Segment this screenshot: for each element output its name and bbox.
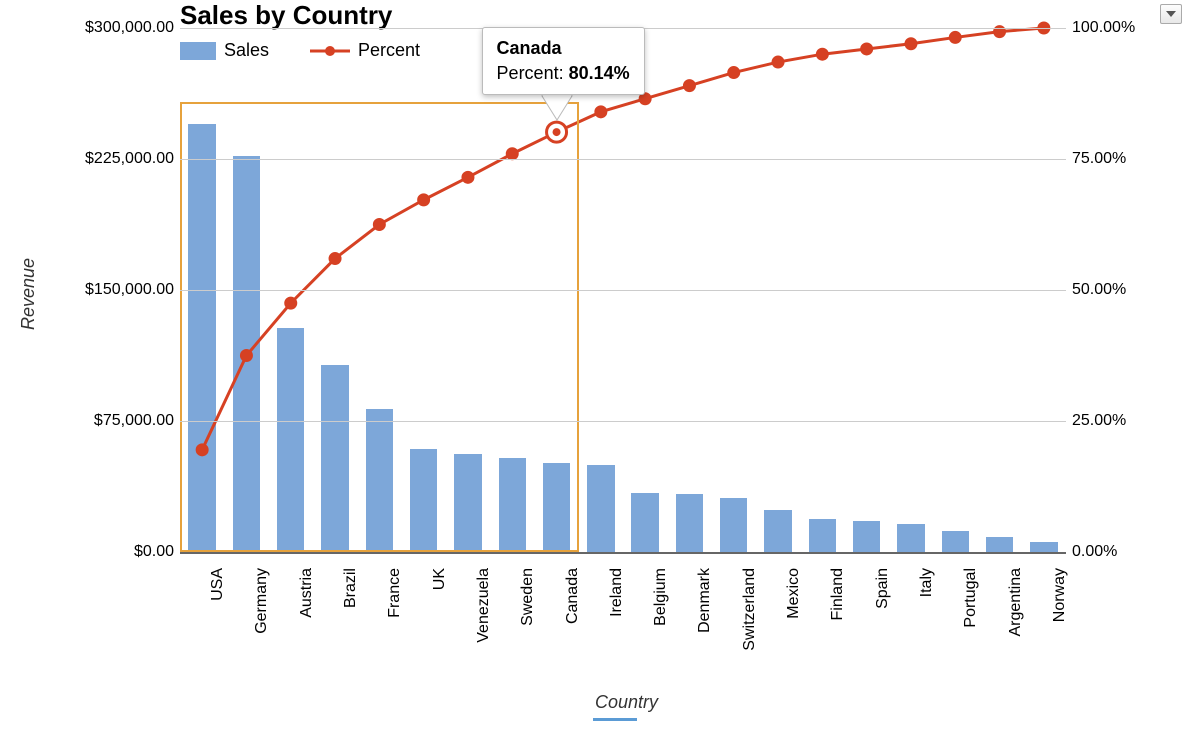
x-tick-label: Mexico	[785, 560, 803, 619]
x-tick-label: Switzerland	[741, 560, 759, 651]
line-marker[interactable]	[595, 106, 607, 118]
x-tick-label: Argentina	[1007, 560, 1025, 637]
x-tick-label: Germany	[253, 560, 271, 634]
line-marker[interactable]	[772, 56, 784, 68]
line-marker[interactable]	[373, 219, 385, 231]
x-tick-label: Austria	[298, 560, 316, 618]
x-tick-label: Brazil	[342, 560, 360, 608]
x-tick-label: UK	[431, 560, 449, 590]
line-marker[interactable]	[240, 350, 252, 362]
line-marker[interactable]	[196, 444, 208, 456]
line-marker[interactable]	[816, 48, 828, 60]
x-tick-label: Portugal	[962, 560, 980, 628]
chart-menu-button[interactable]	[1160, 4, 1182, 24]
x-tick-label: Finland	[829, 560, 847, 620]
gridline	[180, 421, 1066, 422]
x-tick-label: USA	[209, 560, 227, 601]
y-left-tick-label: $150,000.00	[85, 281, 180, 299]
x-tick-label: Denmark	[696, 560, 714, 633]
y-axis-title: Revenue	[18, 258, 39, 330]
y-left-tick-label: $225,000.00	[85, 150, 180, 168]
line-marker[interactable]	[462, 171, 474, 183]
y-left-tick-label: $75,000.00	[94, 412, 180, 430]
line-marker[interactable]	[683, 80, 695, 92]
x-tick-label: Italy	[918, 560, 936, 597]
line-marker[interactable]	[506, 148, 518, 160]
tooltip-title: Canada	[497, 38, 630, 59]
line-marker[interactable]	[949, 31, 961, 43]
x-tick-label: Norway	[1051, 560, 1069, 622]
x-tick-label: Spain	[874, 560, 892, 609]
tooltip-pointer	[537, 96, 597, 156]
y-left-tick-label: $300,000.00	[85, 19, 180, 37]
x-tick-label: Belgium	[652, 560, 670, 626]
chart-title: Sales by Country	[180, 0, 392, 31]
line-marker[interactable]	[728, 67, 740, 79]
y-right-tick-label: 75.00%	[1066, 150, 1126, 168]
line-marker[interactable]	[418, 194, 430, 206]
x-tick-label: Sweden	[519, 560, 537, 626]
line-marker[interactable]	[861, 43, 873, 55]
gridline	[180, 290, 1066, 291]
tooltip: Canada Percent: 80.14%	[482, 27, 645, 95]
page-marker	[593, 718, 637, 721]
x-tick-label: Venezuela	[475, 560, 493, 643]
y-right-tick-label: 50.00%	[1066, 281, 1126, 299]
y-right-tick-label: 25.00%	[1066, 412, 1126, 430]
tooltip-label: Percent:	[497, 63, 569, 83]
chevron-down-icon	[1166, 11, 1176, 17]
y-right-tick-label: 0.00%	[1066, 543, 1117, 561]
line-marker[interactable]	[905, 38, 917, 50]
y-right-tick-label: 100.00%	[1066, 19, 1135, 37]
gridline	[180, 159, 1066, 160]
gridline	[180, 552, 1066, 554]
line-marker[interactable]	[285, 297, 297, 309]
plot-area: $0.000.00%$75,000.0025.00%$150,000.0050.…	[180, 28, 1066, 552]
line-marker[interactable]	[329, 253, 341, 265]
x-tick-label: Canada	[564, 560, 582, 624]
x-axis-title: Country	[595, 692, 658, 713]
y-left-tick-label: $0.00	[134, 543, 180, 561]
tooltip-value: 80.14%	[569, 63, 630, 83]
x-tick-label: France	[386, 560, 404, 618]
x-tick-label: Ireland	[608, 560, 626, 617]
